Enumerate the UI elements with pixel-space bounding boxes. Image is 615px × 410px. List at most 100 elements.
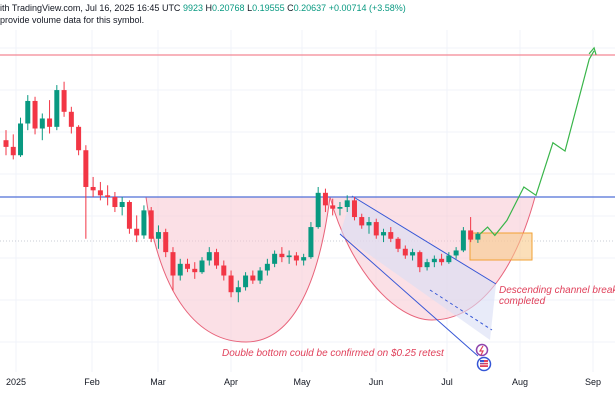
candle [134,215,140,243]
candle-body [119,202,125,208]
candle [381,228,387,243]
candle-body [112,197,118,208]
candle [301,253,307,266]
channel-breakout-annotation-line2: completed [499,296,546,307]
candle-body [185,263,190,269]
candle [475,232,481,243]
candle-body [221,265,227,276]
candle [373,218,379,239]
candle [214,248,220,269]
ohlc-open-value: 9923 [182,3,203,13]
candle [170,247,176,291]
double-bottom-annotation: Double bottom could be confirmed on $0.2… [222,348,444,359]
candle [460,227,466,253]
candle-body [424,262,430,268]
candle-body [32,100,38,129]
candle [155,225,161,249]
ohlc-close-value: 0.20637 [293,3,327,13]
projection-path[interactable] [479,50,595,237]
candle-body [308,227,314,258]
x-axis-label-apr: Apr [223,377,239,387]
candle-body [170,252,176,276]
candle-body [76,126,82,151]
candle [344,195,350,213]
candle [337,202,343,216]
candle-body [54,90,60,127]
candle-body [214,252,220,266]
ohlc-low-label: L [247,3,253,13]
lightning-event-icon[interactable] [475,343,489,357]
candle [141,205,147,239]
candle [76,125,82,156]
candle-body [243,275,249,288]
candle-body [272,253,278,264]
projection-arrowhead [588,46,597,55]
candle-body [39,118,45,129]
candle [18,117,24,157]
candle [148,207,154,243]
candle-body [417,252,423,268]
candle [61,81,67,117]
candle [446,252,452,264]
candle [177,258,183,281]
candle [395,237,401,253]
candle [272,250,278,268]
candle-body [431,258,437,263]
candle-body [163,232,169,253]
candle-body [366,222,372,226]
ohlc-change: +0.00714 (+3.58%) [328,3,406,13]
candle [25,95,31,131]
candle [105,185,111,206]
x-axis-label-2025: 2025 [5,377,27,387]
candle [410,248,416,261]
candle [330,198,336,216]
candle-body [228,275,234,293]
candle-body [3,140,9,147]
candle-body [25,100,31,124]
candle-body [410,252,416,256]
x-axis-label-jul: Jul [441,377,453,387]
candle-body [468,230,474,240]
candle-body [199,260,205,273]
candle-body [257,270,263,281]
candle-body [286,255,292,258]
event-icons [475,343,492,372]
candle-body [134,228,140,236]
candle [402,245,408,259]
candle [83,145,89,239]
candle [235,280,241,303]
candle [39,113,45,141]
volume-notice: provide volume data for this symbol. [0,15,145,25]
candle [351,197,357,221]
channel-projection-dashed [429,289,493,331]
x-axis-label-sep: Sep [584,377,602,387]
us-flag-event-icon[interactable] [476,356,492,372]
ohlc-high-value: 0.20768 [212,3,245,13]
candle-body [90,186,96,191]
candle-body [315,192,321,228]
x-axis-label-may: May [293,377,311,387]
candle [388,227,394,243]
candle-body [279,253,285,258]
candle-body [61,90,67,112]
candle [112,191,118,213]
candle-body [344,200,350,208]
candle [315,186,321,229]
candle-body [141,210,147,236]
candle [163,228,169,258]
candle [126,200,132,234]
candle [264,258,270,276]
candle [228,270,234,298]
candle-body [68,111,74,127]
channel-upper-line [351,195,497,285]
candle [206,247,212,266]
candle [257,267,263,284]
candle-body [97,190,103,196]
candle [279,247,285,263]
candle [221,260,227,281]
candle-body [359,217,365,226]
candle [54,85,60,131]
candle-body [250,275,256,281]
candle [3,130,9,156]
